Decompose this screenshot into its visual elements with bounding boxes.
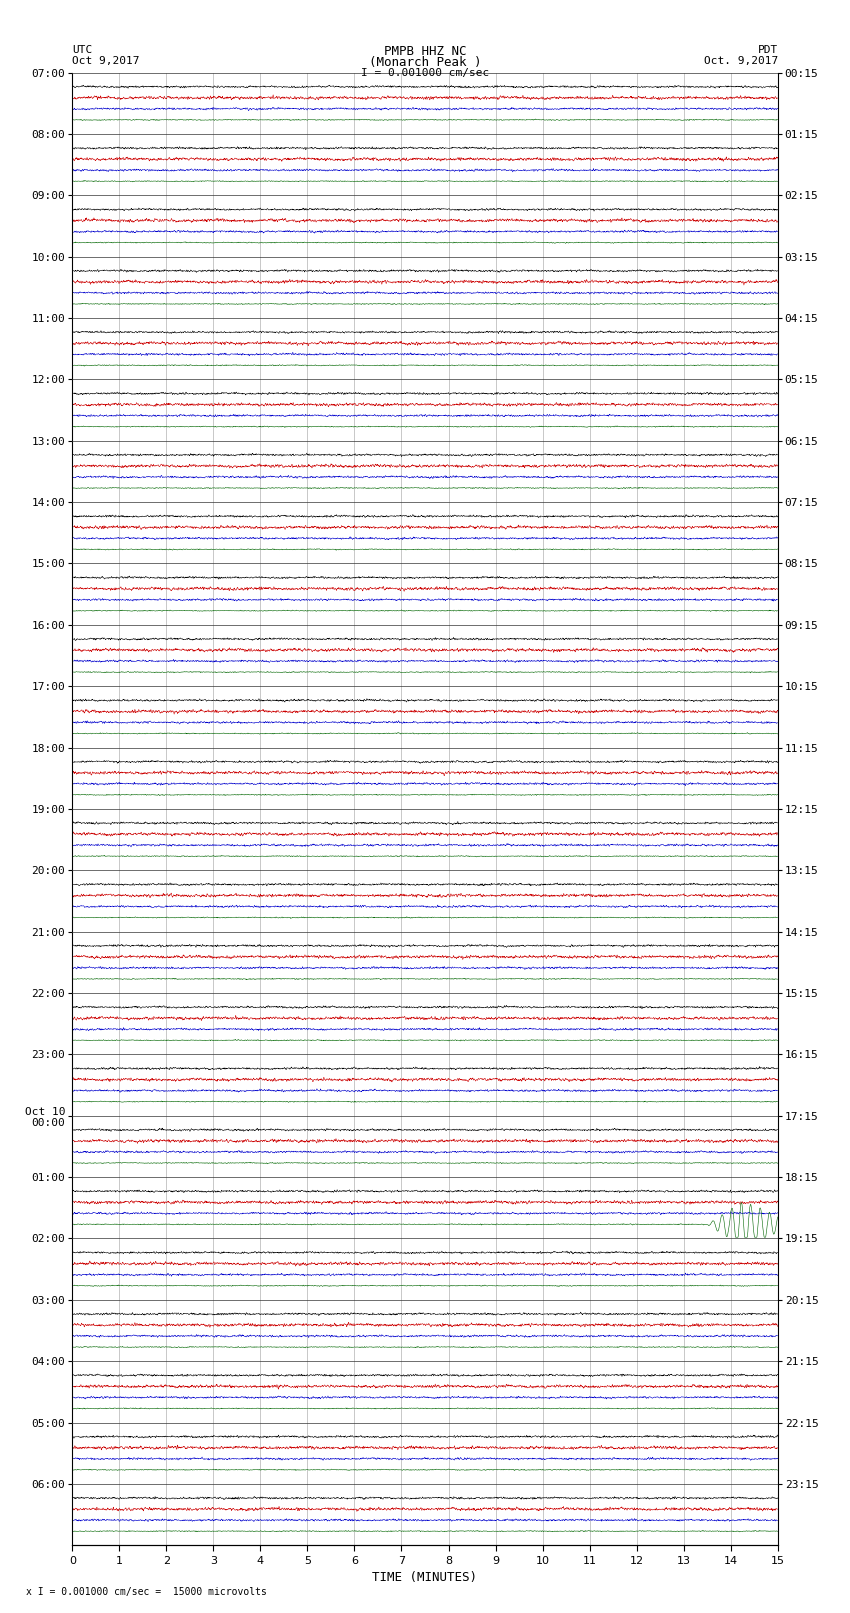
Text: PDT: PDT bbox=[757, 45, 778, 55]
Text: Oct 9,2017: Oct 9,2017 bbox=[72, 56, 139, 66]
Text: x I = 0.001000 cm/sec =  15000 microvolts: x I = 0.001000 cm/sec = 15000 microvolts bbox=[26, 1587, 266, 1597]
Text: UTC: UTC bbox=[72, 45, 93, 55]
Text: (Monarch Peak ): (Monarch Peak ) bbox=[369, 56, 481, 69]
X-axis label: TIME (MINUTES): TIME (MINUTES) bbox=[372, 1571, 478, 1584]
Text: Oct. 9,2017: Oct. 9,2017 bbox=[704, 56, 778, 66]
Text: I = 0.001000 cm/sec: I = 0.001000 cm/sec bbox=[361, 68, 489, 77]
Text: PMPB HHZ NC: PMPB HHZ NC bbox=[383, 45, 467, 58]
